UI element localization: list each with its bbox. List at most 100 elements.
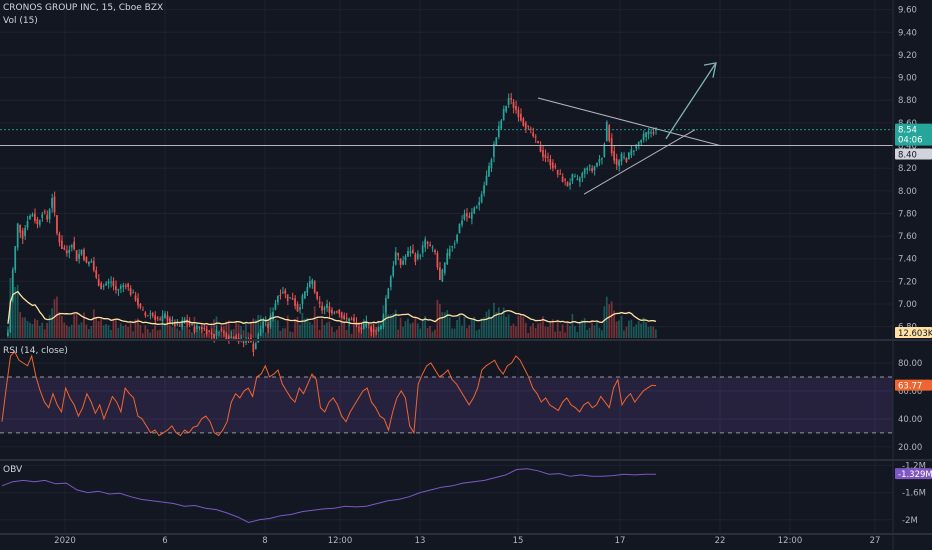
candle-body	[215, 329, 218, 336]
candle-body	[360, 327, 363, 330]
candle-body	[137, 298, 139, 306]
candle-body	[323, 307, 326, 310]
candle-body	[441, 269, 444, 282]
candle-body	[593, 166, 596, 171]
candle-body	[446, 252, 449, 265]
volume-bar	[421, 319, 424, 338]
volume-bar	[218, 334, 220, 338]
candle-body	[63, 247, 66, 250]
candle-body	[630, 149, 633, 156]
candle-body	[372, 328, 375, 333]
volume-bar	[48, 315, 51, 338]
projection-arrow-line[interactable]	[665, 62, 717, 140]
volume-bar	[232, 329, 235, 338]
volume-bar	[537, 323, 539, 338]
volume-bar	[549, 321, 552, 338]
candle-body	[73, 241, 75, 250]
volume-bar	[166, 316, 169, 338]
symbol-title[interactable]: CRONOS GROUP INC, 15, Cboe BZX	[3, 3, 164, 13]
candle-body	[286, 294, 289, 301]
candle-body	[544, 154, 547, 158]
price-tick-label: 9.60	[898, 6, 917, 16]
candle-body	[576, 178, 579, 180]
volume-bar	[102, 325, 105, 338]
volume-bar	[156, 330, 159, 338]
candle-body	[652, 131, 655, 134]
trendline-drawings[interactable]	[0, 62, 893, 195]
candle-body	[561, 176, 564, 182]
candle-body	[443, 262, 446, 273]
volume-bar	[19, 311, 21, 338]
candle-body	[564, 179, 566, 181]
candle-body	[571, 174, 574, 182]
volume-bar	[532, 323, 534, 338]
candle-body	[284, 290, 287, 294]
volume-bar	[343, 322, 345, 338]
resistance-trendline[interactable]	[537, 97, 721, 147]
candle-body	[58, 233, 61, 243]
candle-body	[306, 287, 309, 293]
candle-body	[16, 223, 19, 248]
volume-legend[interactable]: Vol (15)	[3, 16, 38, 26]
volume-bar	[524, 322, 527, 338]
volume-bar	[132, 331, 134, 338]
volume-bar	[583, 318, 586, 338]
candle-body	[245, 339, 247, 343]
candle-body	[448, 248, 451, 256]
support-trendline[interactable]	[583, 129, 696, 195]
candle-body	[380, 325, 382, 329]
candle-body	[404, 256, 407, 261]
volume-bar	[112, 318, 115, 338]
candle-body	[520, 113, 522, 121]
candle-body	[316, 291, 318, 299]
volume-bar	[458, 315, 461, 338]
volume-bar	[247, 332, 250, 338]
volume-value-badge-text: 12.603K	[898, 329, 932, 339]
candle-body	[191, 324, 193, 326]
volume-bar	[257, 314, 260, 338]
candle-body	[291, 298, 294, 300]
volume-bar	[65, 325, 68, 338]
price-tick-label: 9.40	[898, 28, 917, 38]
volume-bar	[90, 325, 93, 338]
volume-bar	[63, 322, 66, 338]
volume-bar	[281, 328, 284, 338]
candle-body	[500, 120, 503, 129]
candle-body	[220, 328, 223, 331]
volume-bar	[412, 322, 414, 338]
volume-bar	[542, 316, 544, 338]
price-candles[interactable]	[7, 92, 657, 357]
volume-bar	[424, 315, 426, 338]
candle-body	[225, 333, 228, 340]
candle-body	[75, 250, 78, 261]
candle-body	[569, 182, 571, 186]
candle-body	[80, 249, 83, 255]
time-axis[interactable]: 2020 6 8 12:00 13 15 17 22 12:00 27	[54, 536, 880, 546]
obv-legend[interactable]: OBV	[3, 465, 23, 475]
projection-arrow-head[interactable]	[703, 62, 717, 78]
candle-body	[267, 323, 269, 329]
volume-bar	[331, 326, 333, 338]
volume-bar	[245, 322, 247, 338]
candle-body	[497, 126, 500, 138]
candle-body	[601, 158, 603, 160]
volume-bar	[240, 326, 242, 338]
volume-bars	[7, 278, 657, 338]
volume-bar	[294, 319, 296, 338]
volume-bar	[453, 328, 456, 338]
candle-body	[618, 160, 620, 166]
candle-body	[502, 108, 505, 121]
candle-body	[56, 215, 58, 234]
volume-bar	[483, 317, 485, 338]
obv-line	[1, 468, 656, 524]
candle-body	[615, 158, 618, 165]
candle-body	[358, 326, 360, 328]
rsi-legend[interactable]: RSI (14, close)	[3, 346, 68, 356]
volume-bar	[117, 328, 120, 338]
candle-body	[164, 313, 166, 319]
candle-body	[196, 325, 198, 329]
candle-body	[586, 168, 588, 170]
volume-bar	[188, 329, 191, 338]
